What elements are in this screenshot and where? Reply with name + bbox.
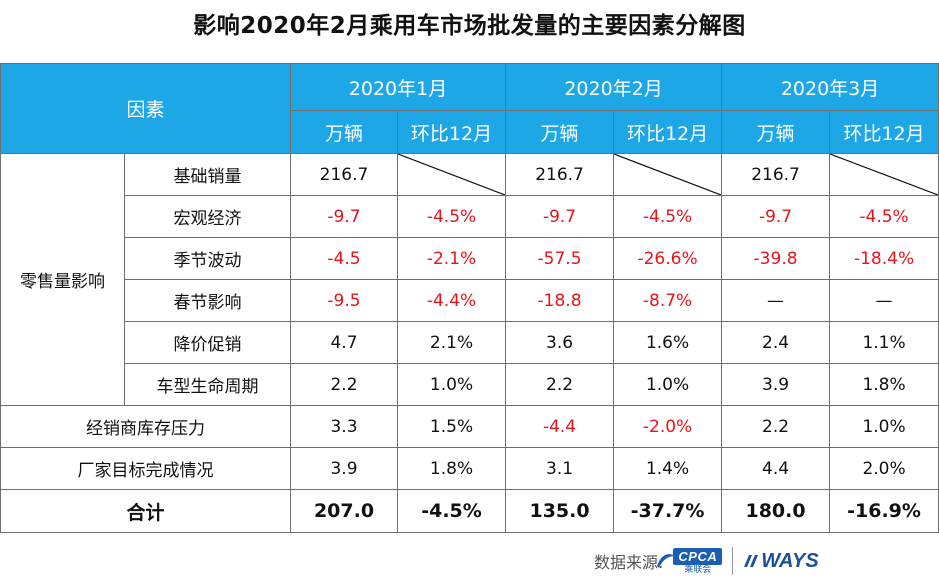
table-row-dealer-inventory: 经销商库存压力 3.3 1.5% -4.4 -2.0% 2.2 1.0% <box>0 405 939 448</box>
mom-cell: -2.0% <box>613 405 723 448</box>
mom-cell: -26.6% <box>613 237 723 280</box>
mom-cell: -18.4% <box>829 237 939 280</box>
cpca-swoosh-icon <box>657 553 676 568</box>
table-row-model-lifecycle: 车型生命周期 2.2 1.0% 2.2 1.0% 3.9 1.8% <box>1 363 939 406</box>
mom-cell: -8.7% <box>613 279 723 322</box>
table-row-macro-economy: 宏观经济 -9.7 -4.5% -9.7 -4.5% -9.7 -4.5% <box>1 195 939 238</box>
mom-cell: -2.1% <box>397 237 507 280</box>
group-label: 零售量影响 <box>0 153 125 406</box>
value-cell: 4.4 <box>721 447 831 490</box>
cpca-logo-subtext: 乘联会 <box>684 564 712 575</box>
empty-diagonal-cell <box>397 153 507 196</box>
subheader-units: 万辆 <box>505 110 615 154</box>
value-cell: 3.9 <box>290 447 399 490</box>
subheader-mom: 环比12月 <box>829 110 939 154</box>
value-cell: 2.2 <box>721 405 831 448</box>
value-cell: 3.9 <box>721 363 831 406</box>
value-cell: 135.0 <box>505 489 615 533</box>
mom-cell: -4.5% <box>397 195 507 238</box>
mom-cell: 1.8% <box>829 363 939 406</box>
mom-cell: 1.0% <box>613 363 723 406</box>
diagonal-line <box>830 154 938 195</box>
mom-cell: -37.7% <box>613 489 723 533</box>
row-label: 季节波动 <box>123 237 292 280</box>
table-row-maker-targets: 厂家目标完成情况 3.9 1.8% 3.1 1.4% 4.4 2.0% <box>0 447 939 490</box>
value-cell: 3.6 <box>505 321 615 364</box>
table-row-base-sales: 零售量影响 基础销量 216.7 216.7 216.7 <box>0 153 939 406</box>
value-cell: -9.5 <box>290 279 399 322</box>
value-cell: -57.5 <box>505 237 615 280</box>
mom-cell: 1.0% <box>397 363 507 406</box>
logo-divider <box>732 547 734 575</box>
value-cell: -9.7 <box>290 195 399 238</box>
mom-cell: 1.4% <box>613 447 723 490</box>
table-row-total: 合计 207.0 -4.5% 135.0 -37.7% 180.0 -16.9% <box>0 489 939 533</box>
value-cell: -4.4 <box>505 405 615 448</box>
mom-cell: 1.6% <box>613 321 723 364</box>
empty-diagonal-cell <box>613 153 723 196</box>
subheader-units: 万辆 <box>290 110 399 154</box>
value-cell: 3.3 <box>290 405 399 448</box>
ways-mark-icon <box>744 555 759 567</box>
ways-logo-text: WAYS <box>761 549 819 572</box>
row-label: 春节影响 <box>123 279 292 322</box>
cpca-logo-text: CPCA <box>673 547 723 565</box>
diagonal-line <box>398 154 505 195</box>
value-cell: 4.7 <box>290 321 399 364</box>
subheader-mom: 环比12月 <box>397 110 507 154</box>
mom-cell: -4.5% <box>613 195 723 238</box>
row-label: 降价促销 <box>123 321 292 364</box>
row-label: 合计 <box>0 489 292 533</box>
header-month-jan: 2020年1月 <box>290 63 507 111</box>
ways-logo: WAYS <box>743 549 819 573</box>
value-cell: -39.8 <box>721 237 831 280</box>
row-label: 宏观经济 <box>123 195 292 238</box>
table-row-promotion: 降价促销 4.7 2.1% 3.6 1.6% 2.4 1.1% <box>1 321 939 364</box>
value-cell: 216.7 <box>505 153 615 196</box>
mom-cell: 1.8% <box>397 447 507 490</box>
mom-cell: -4.4% <box>397 279 507 322</box>
source-footer: 数据来源: CPCA 乘联会 WAYS <box>594 544 819 578</box>
value-cell: 2.2 <box>290 363 399 406</box>
table-row-spring-festival: 春节影响 -9.5 -4.4% -18.8 -8.7% — — <box>1 279 939 322</box>
header-month-mar: 2020年3月 <box>721 63 939 111</box>
row-label: 厂家目标完成情况 <box>0 447 292 490</box>
value-cell: 2.2 <box>505 363 615 406</box>
table-row-seasonal: 季节波动 -4.5 -2.1% -57.5 -26.6% -39.8 -18.4% <box>1 237 939 280</box>
chart-title: 影响2020年2月乘用车市场批发量的主要因素分解图 <box>193 13 746 39</box>
subheader-mom: 环比12月 <box>613 110 723 154</box>
mom-cell: -16.9% <box>829 489 939 533</box>
mom-cell: 2.1% <box>397 321 507 364</box>
row-label: 基础销量 <box>123 153 292 196</box>
source-label: 数据来源: <box>594 553 664 572</box>
subheader-units: 万辆 <box>721 110 831 154</box>
header-month-feb: 2020年2月 <box>505 63 723 111</box>
value-cell: — <box>721 279 831 322</box>
value-cell: 2.4 <box>721 321 831 364</box>
cpca-logo: CPCA 乘联会 <box>657 547 723 575</box>
value-cell: 216.7 <box>290 153 399 196</box>
value-cell: -18.8 <box>505 279 615 322</box>
value-cell: 3.1 <box>505 447 615 490</box>
mom-cell: -4.5% <box>829 195 939 238</box>
value-cell: 216.7 <box>721 153 831 196</box>
value-cell: -9.7 <box>721 195 831 238</box>
mom-cell: -4.5% <box>397 489 507 533</box>
mom-cell: 1.1% <box>829 321 939 364</box>
empty-diagonal-cell <box>829 153 939 196</box>
diagonal-line <box>614 154 721 195</box>
mom-cell: 1.0% <box>829 405 939 448</box>
value-cell: -9.7 <box>505 195 615 238</box>
value-cell: 180.0 <box>721 489 831 533</box>
mom-cell: 1.5% <box>397 405 507 448</box>
factor-table: 因素 2020年1月 2020年2月 2020年3月 万辆 环比12月 万辆 环… <box>0 63 939 533</box>
header-factor: 因素 <box>0 63 292 154</box>
value-cell: 207.0 <box>290 489 399 533</box>
value-cell: -4.5 <box>290 237 399 280</box>
row-label: 经销商库存压力 <box>0 405 292 448</box>
table-body: 零售量影响 基础销量 216.7 216.7 216.7 宏观经济 -9.7 -4.5% -9.… <box>0 153 939 533</box>
mom-cell: 2.0% <box>829 447 939 490</box>
mom-cell: — <box>829 279 939 322</box>
row-label: 车型生命周期 <box>123 363 292 406</box>
